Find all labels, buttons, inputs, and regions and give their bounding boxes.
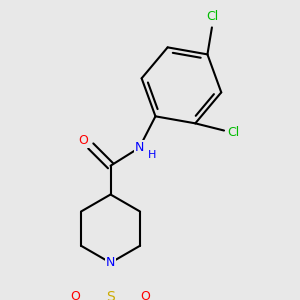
Text: N: N xyxy=(135,141,144,154)
Text: N: N xyxy=(106,256,115,269)
Text: O: O xyxy=(70,290,80,300)
Text: H: H xyxy=(148,150,156,160)
Text: Cl: Cl xyxy=(227,126,239,139)
Text: Cl: Cl xyxy=(206,10,218,23)
Text: O: O xyxy=(141,290,151,300)
Text: S: S xyxy=(106,290,115,300)
Text: O: O xyxy=(79,134,88,147)
